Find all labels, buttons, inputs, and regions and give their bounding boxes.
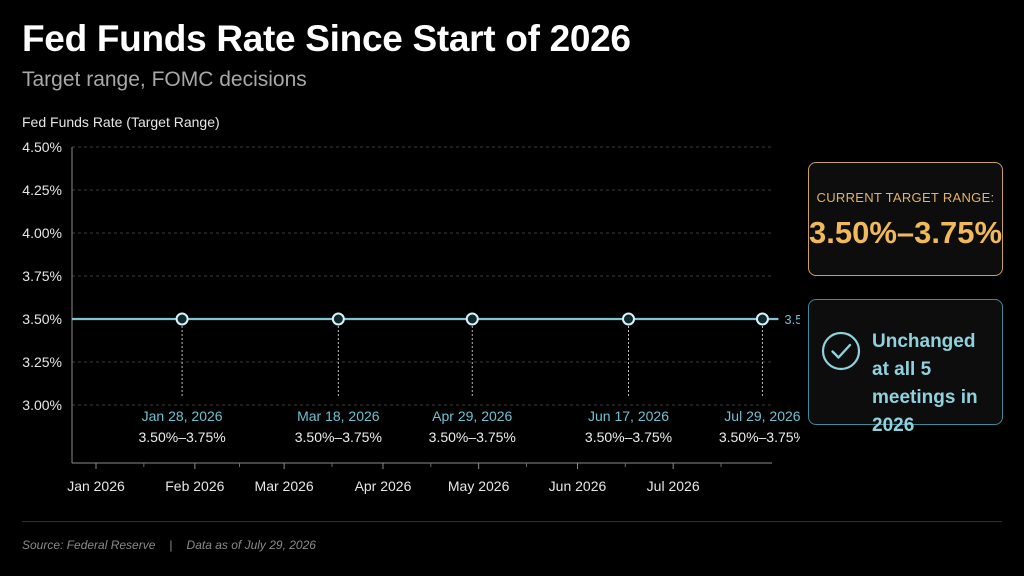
footer-separator: | [169,538,173,552]
y-tick-label: 3.25% [22,354,62,370]
meeting-date-label: Jul 29, 2026 [724,408,800,424]
x-tick-label: Apr 2026 [355,478,412,494]
y-tick-label: 4.25% [22,182,62,198]
meeting-range-label: 3.50%–3.75% [295,429,382,445]
chart-title: Fed Funds Rate Since Start of 2026 [22,18,631,59]
footer-divider [22,521,1002,522]
meeting-point [175,312,189,326]
meeting-range-label: 3.50%–3.75% [719,429,800,445]
current-range-label: CURRENT TARGET RANGE: [816,190,995,205]
x-tick-label: Mar 2026 [255,478,314,494]
meeting-range-label: 3.50%–3.75% [585,429,672,445]
current-range-value: 3.50%–3.75% [809,215,1003,250]
y-tick-label: 3.50% [22,311,62,327]
check-circle-icon [821,331,861,371]
rate-chart: Fed Funds Rate (Target Range) 3.00% 3.25% 3… [22,114,800,494]
y-tick-label: 3.75% [22,268,62,284]
y-axis-label: Fed Funds Rate (Target Range) [22,114,220,130]
axes: Fed Funds Rate (Target Range) 3.00% 3.25% 3… [22,114,772,494]
meeting-date-label: Mar 18, 2026 [297,408,380,424]
meeting-point [755,312,769,326]
point-labels: Jan 28, 2026 3.50%–3.75% Mar 18, 2026 3.50%… [139,326,800,445]
grid-lines [72,146,772,406]
line-end-label: 3.50%–3.75% [784,312,800,327]
meeting-point [622,312,636,326]
meeting-date-label: Jun 17, 2026 [588,408,669,424]
y-tick-label: 3.00% [22,397,62,413]
status-card: Unchanged at all 5 meetings in 2026 [808,299,1003,436]
footer: Source: Federal Reserve | Data as of July … [22,538,316,552]
meeting-date-label: Jan 28, 2026 [142,408,223,424]
x-tick-label: Jun 2026 [549,478,607,494]
footer-as-of: Data as of July 29, 2026 [186,538,316,552]
x-tick-label: Jan 2026 [67,478,125,494]
y-tick-label: 4.00% [22,225,62,241]
x-tick-label: Jul 2026 [647,478,700,494]
rate-series: 3.50%–3.75% [72,312,800,327]
y-tick-label: 4.50% [22,139,62,155]
meeting-range-label: 3.50%–3.75% [429,429,516,445]
x-tick-label: May 2026 [448,478,510,494]
meeting-date-label: Apr 29, 2026 [432,408,512,424]
meeting-range-label: 3.50%–3.75% [139,429,226,445]
x-tick-label: Feb 2026 [165,478,224,494]
footer-source: Source: Federal Reserve [22,538,156,552]
status-text: Unchanged at all 5 meetings in 2026 [872,331,978,436]
chart-subtitle: Target range, FOMC decisions [22,68,307,91]
meeting-point [331,312,345,326]
current-range-card: CURRENT TARGET RANGE: 3.50%–3.75% [808,162,1003,276]
meeting-point [465,312,479,326]
